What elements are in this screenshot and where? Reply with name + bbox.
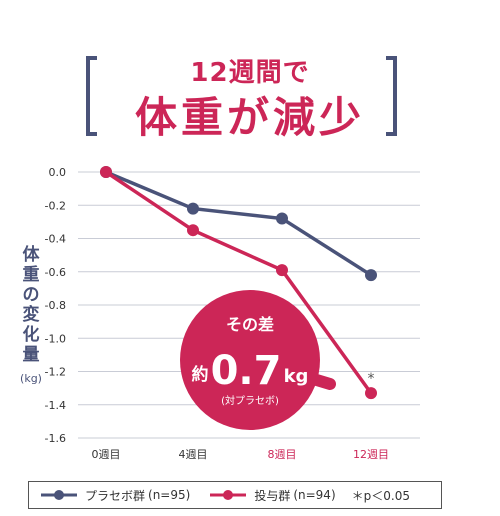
callout-value: 0.7 — [211, 348, 282, 394]
data-point-placebo — [365, 269, 377, 282]
significance-note: ＊p＜0.05 — [351, 488, 410, 503]
y-tick-label: -1.2 — [45, 366, 66, 379]
left-bracket — [86, 56, 97, 136]
legend-n-treatment: (n=94) — [293, 488, 336, 502]
x-tick-label: 12週目 — [353, 448, 389, 461]
legend-n-placebo: (n=95) — [148, 488, 191, 502]
data-point-treatment — [187, 224, 199, 237]
data-point-treatment — [276, 264, 288, 277]
callout-label: その差 — [226, 315, 274, 334]
x-tick-label: 4週目 — [179, 448, 208, 461]
legend-swatch-treatment — [210, 490, 247, 500]
y-tick-label: -1.0 — [45, 332, 66, 345]
legend-label-placebo: プラセボ群 — [85, 488, 146, 503]
chart-subtitle: 12週間で — [190, 58, 310, 88]
significance-asterisk: * — [368, 371, 375, 387]
legend: プラセボ群 (n=95) 投与群 (n=94) ＊p＜0.05 — [28, 481, 442, 509]
callout-note: (対プラセボ) — [221, 394, 279, 407]
y-tick-label: -0.2 — [45, 199, 66, 212]
y-tick-label: 0.0 — [49, 166, 67, 179]
y-tick-label: -0.4 — [45, 233, 66, 246]
y-tick-label: -1.6 — [45, 432, 66, 445]
y-axis-title: 体重の変化量 — [22, 245, 40, 365]
y-tick-label: -0.8 — [45, 299, 66, 312]
data-point-treatment — [100, 166, 112, 178]
y-tick-label: -1.4 — [45, 399, 66, 412]
series-line-treatment — [105, 170, 373, 395]
legend-item-placebo: プラセボ群 (n=95) — [39, 487, 190, 504]
legend-swatch-placebo — [41, 490, 77, 500]
x-tick-label: 0週目 — [92, 448, 121, 461]
data-point-placebo — [187, 202, 199, 215]
chart-title: 体重が減少 — [134, 93, 365, 142]
y-axis-unit: (kg) — [20, 372, 42, 385]
legend-label-treatment: 投与群 — [254, 488, 291, 503]
data-point-placebo — [276, 212, 288, 225]
difference-callout — [180, 290, 320, 430]
line-chart: 0.0 -0.2 -0.4 -0.6 -0.8 -1.0 -1.2 -1.4 -1.6 0週目 4週… — [45, 166, 420, 461]
series-line-placebo — [105, 170, 372, 277]
legend-item-treatment: 投与群 (n=94) — [208, 487, 336, 504]
y-axis-label: 体重の変化量 (kg) — [18, 245, 44, 389]
callout-unit: kg — [284, 366, 309, 387]
right-bracket — [386, 56, 397, 136]
y-tick-label: -0.6 — [45, 266, 66, 279]
x-tick-label: 8週目 — [268, 448, 297, 461]
callout-prefix: 約 — [192, 364, 209, 385]
data-point-treatment — [365, 387, 377, 400]
